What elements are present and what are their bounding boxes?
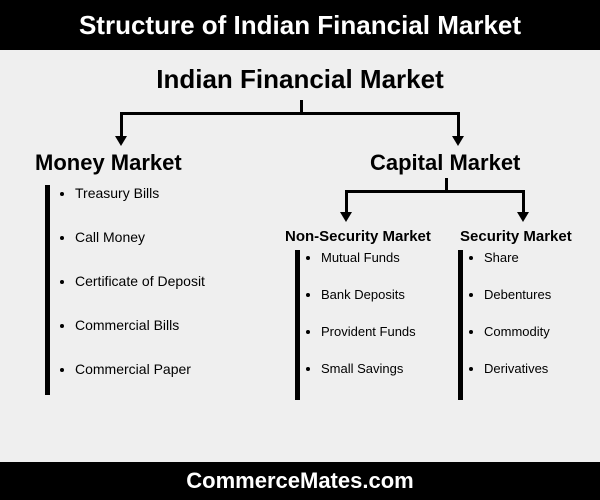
connector: [345, 190, 525, 193]
arrowhead-icon: [452, 136, 464, 146]
arrowhead-icon: [115, 136, 127, 146]
connector: [345, 190, 348, 212]
list-item: Treasury Bills: [75, 185, 270, 201]
arrowhead-icon: [340, 212, 352, 222]
connector: [522, 190, 525, 212]
footer-text: CommerceMates.com: [186, 468, 413, 494]
diagram-canvas: Indian Financial Market Money Market Cap…: [0, 50, 600, 462]
arrowhead-icon: [517, 212, 529, 222]
money-market-node: Money Market: [35, 150, 182, 176]
header-bar: Structure of Indian Financial Market: [0, 0, 600, 50]
connector: [120, 112, 123, 136]
footer-bar: CommerceMates.com: [0, 462, 600, 500]
non-security-list: Mutual Funds Bank Deposits Provident Fun…: [321, 250, 455, 376]
list-item: Commodity: [484, 324, 598, 339]
list-item: Call Money: [75, 229, 270, 245]
list-item: Mutual Funds: [321, 250, 455, 265]
root-node: Indian Financial Market: [0, 64, 600, 95]
list-bar: [45, 185, 50, 395]
list-item: Derivatives: [484, 361, 598, 376]
header-title: Structure of Indian Financial Market: [79, 10, 521, 41]
list-item: Provident Funds: [321, 324, 455, 339]
security-list-block: Share Debentures Commodity Derivatives: [458, 250, 598, 398]
list-item: Small Savings: [321, 361, 455, 376]
non-security-node: Non-Security Market: [285, 228, 431, 245]
non-security-list-block: Mutual Funds Bank Deposits Provident Fun…: [295, 250, 455, 398]
money-market-list: Treasury Bills Call Money Certificate of…: [75, 185, 270, 377]
list-item: Commercial Bills: [75, 317, 270, 333]
connector: [300, 100, 303, 112]
security-node: Security Market: [460, 228, 572, 245]
security-list: Share Debentures Commodity Derivatives: [484, 250, 598, 376]
capital-market-node: Capital Market: [370, 150, 520, 176]
list-item: Certificate of Deposit: [75, 273, 270, 289]
money-market-list-block: Treasury Bills Call Money Certificate of…: [45, 185, 270, 405]
list-item: Share: [484, 250, 598, 265]
list-bar: [458, 250, 463, 400]
connector: [445, 178, 448, 190]
list-item: Commercial Paper: [75, 361, 270, 377]
list-item: Debentures: [484, 287, 598, 302]
connector: [120, 112, 460, 115]
list-bar: [295, 250, 300, 400]
list-item: Bank Deposits: [321, 287, 455, 302]
connector: [457, 112, 460, 136]
